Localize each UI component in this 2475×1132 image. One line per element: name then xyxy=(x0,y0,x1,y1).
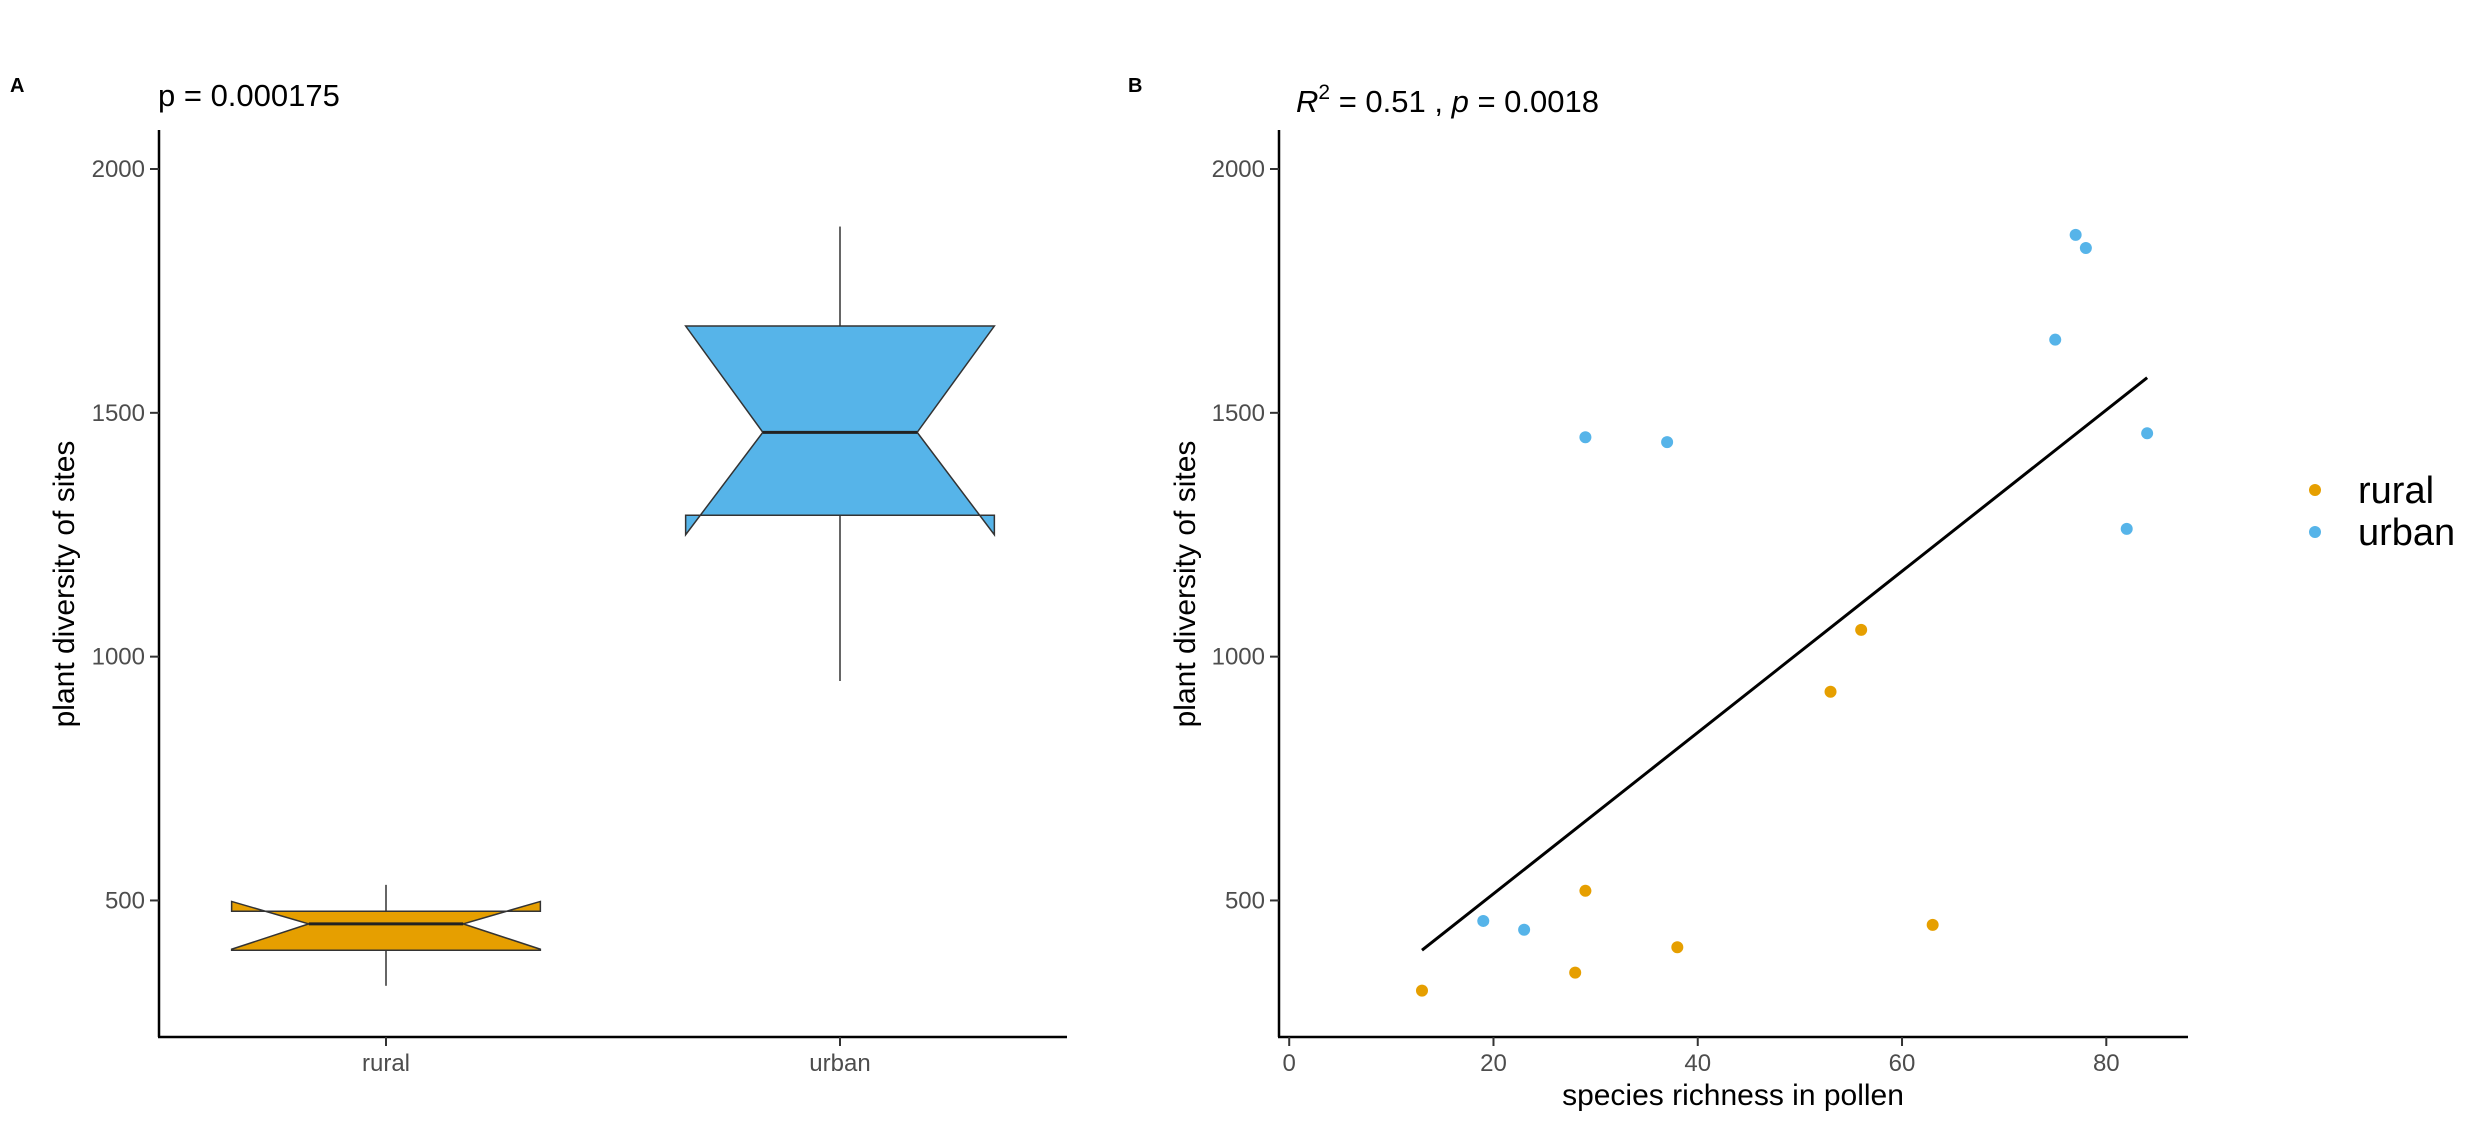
panel-a: A p = 0.000175 500 1000 1500 2000 rural urba… xyxy=(10,75,1067,1077)
point-rural xyxy=(1415,984,1428,997)
point-rural xyxy=(1569,966,1582,979)
legend-label-rural: rural xyxy=(2358,470,2434,512)
point-urban xyxy=(2120,522,2133,535)
subtitle-r: R xyxy=(1296,84,1318,119)
panel-a-y-ticks: 500 1000 1500 2000 xyxy=(92,156,159,914)
y-tick-label: 500 xyxy=(105,887,145,914)
subtitle-sup: 2 xyxy=(1318,81,1330,104)
panel-a-tag: A xyxy=(10,75,24,97)
y-tick-label: 1000 xyxy=(92,644,145,671)
subtitle-p: p xyxy=(1451,84,1469,119)
legend-label-urban: urban xyxy=(2358,512,2455,554)
x-tick-label: 20 xyxy=(1480,1050,1507,1077)
panel-a-y-axis-title: plant diversity of sites xyxy=(48,441,81,728)
panel-b-x-ticks: 0 20 40 60 80 xyxy=(1283,1037,2120,1077)
point-rural xyxy=(1926,918,1939,931)
x-tick-label: 80 xyxy=(2093,1050,2120,1077)
boxplot-boxes xyxy=(230,226,996,986)
y-tick-label: 2000 xyxy=(92,156,145,183)
y-tick-label: 1000 xyxy=(1212,644,1265,671)
panel-b-x-axis-title: species richness in pollen xyxy=(1562,1079,1904,1112)
point-rural xyxy=(1824,685,1837,698)
point-urban xyxy=(1661,436,1674,449)
panel-b-y-ticks: 500 1000 1500 2000 xyxy=(1212,156,1279,914)
point-rural xyxy=(1579,884,1592,897)
trendline xyxy=(1421,376,2149,952)
panel-a-x-ticks: rural urban xyxy=(362,1037,871,1077)
legend-key-urban xyxy=(2309,526,2321,538)
scatter-points xyxy=(1415,228,2154,997)
panel-b: B R2 = 0.51 , p = 0.0018 500100015002000… xyxy=(1128,75,2188,1112)
legend-key-rural xyxy=(2309,484,2321,496)
trendline-group xyxy=(1421,376,2149,952)
y-tick-label: 1500 xyxy=(92,400,145,427)
point-rural xyxy=(1671,941,1684,954)
panel-b-subtitle: R2 = 0.51 , p = 0.0018 xyxy=(1296,81,1599,119)
point-urban xyxy=(2079,242,2092,255)
point-urban xyxy=(1477,914,1490,927)
panel-a-subtitle: p = 0.000175 xyxy=(158,78,340,113)
box-rural xyxy=(230,900,542,951)
x-tick-label: urban xyxy=(809,1050,870,1077)
subtitle-rest: = 0.51 , xyxy=(1330,84,1452,119)
point-urban xyxy=(2141,427,2154,440)
x-tick-label: 60 xyxy=(1889,1050,1916,1077)
y-tick-label: 1500 xyxy=(1212,400,1265,427)
point-urban xyxy=(2069,228,2082,241)
x-tick-label: 40 xyxy=(1684,1050,1711,1077)
y-tick-label: 500 xyxy=(1225,887,1265,914)
panel-b-y-axis-title: plant diversity of sites xyxy=(1169,441,1202,728)
point-urban xyxy=(1518,923,1531,936)
box-urban xyxy=(684,325,996,537)
panel-b-tag: B xyxy=(1128,75,1142,97)
point-urban xyxy=(1579,431,1592,444)
point-rural xyxy=(1855,623,1868,636)
x-tick-label: 0 xyxy=(1283,1050,1296,1077)
point-urban xyxy=(2049,333,2062,346)
subtitle-tail: = 0.0018 xyxy=(1469,84,1599,119)
y-tick-label: 2000 xyxy=(1212,156,1265,183)
x-tick-label: rural xyxy=(362,1050,410,1077)
